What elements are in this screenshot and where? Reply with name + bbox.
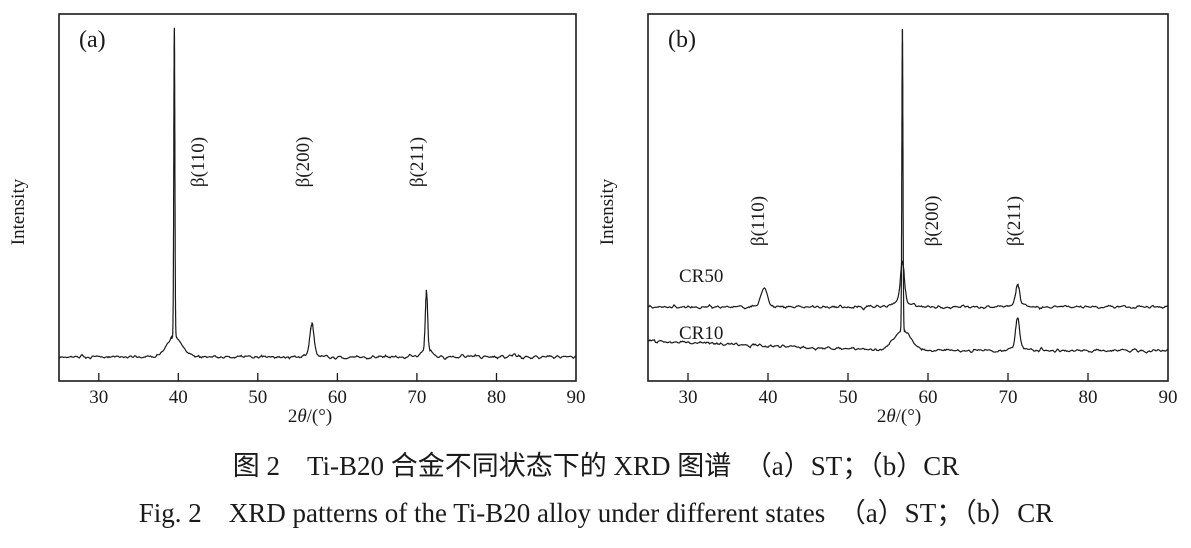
svg-text:2θ/(°): 2θ/(°) [288,406,332,427]
svg-text:70: 70 [999,387,1018,408]
svg-text:80: 80 [487,387,506,408]
svg-text:50: 50 [839,387,858,408]
svg-text:β(211): β(211) [1004,196,1025,246]
svg-text:β(110): β(110) [188,137,209,187]
svg-text:80: 80 [1079,387,1098,408]
svg-text:(a): (a) [79,27,106,53]
svg-text:Fig. 2 XRD patterns of the Ti-: Fig. 2 XRD patterns of the Ti-B20 alloy … [139,498,1053,528]
svg-text:30: 30 [89,387,108,408]
svg-text:CR10: CR10 [679,323,723,344]
svg-text:50: 50 [248,387,267,408]
svg-text:CR50: CR50 [679,266,723,287]
svg-text:90: 90 [1159,387,1178,408]
svg-text:30: 30 [679,387,698,408]
svg-text:Intensity: Intensity [597,178,618,245]
svg-text:(b): (b) [668,27,696,53]
svg-text:60: 60 [328,387,347,408]
svg-text:2θ/(°): 2θ/(°) [877,406,921,427]
svg-text:70: 70 [407,387,426,408]
svg-text:60: 60 [919,387,938,408]
svg-text:90: 90 [567,387,586,408]
svg-text:β(200): β(200) [293,137,314,188]
svg-text:Intensity: Intensity [8,178,29,245]
svg-text:40: 40 [169,387,188,408]
svg-text:40: 40 [759,387,778,408]
svg-text:β(211): β(211) [407,137,428,187]
svg-text:β(110): β(110) [748,196,769,246]
svg-text:β(200): β(200) [922,196,943,247]
svg-text:图 2 Ti-B20 合金不同状态下的 XRD 图谱 （a）: 图 2 Ti-B20 合金不同状态下的 XRD 图谱 （a）ST；（b）CR [233,451,960,481]
